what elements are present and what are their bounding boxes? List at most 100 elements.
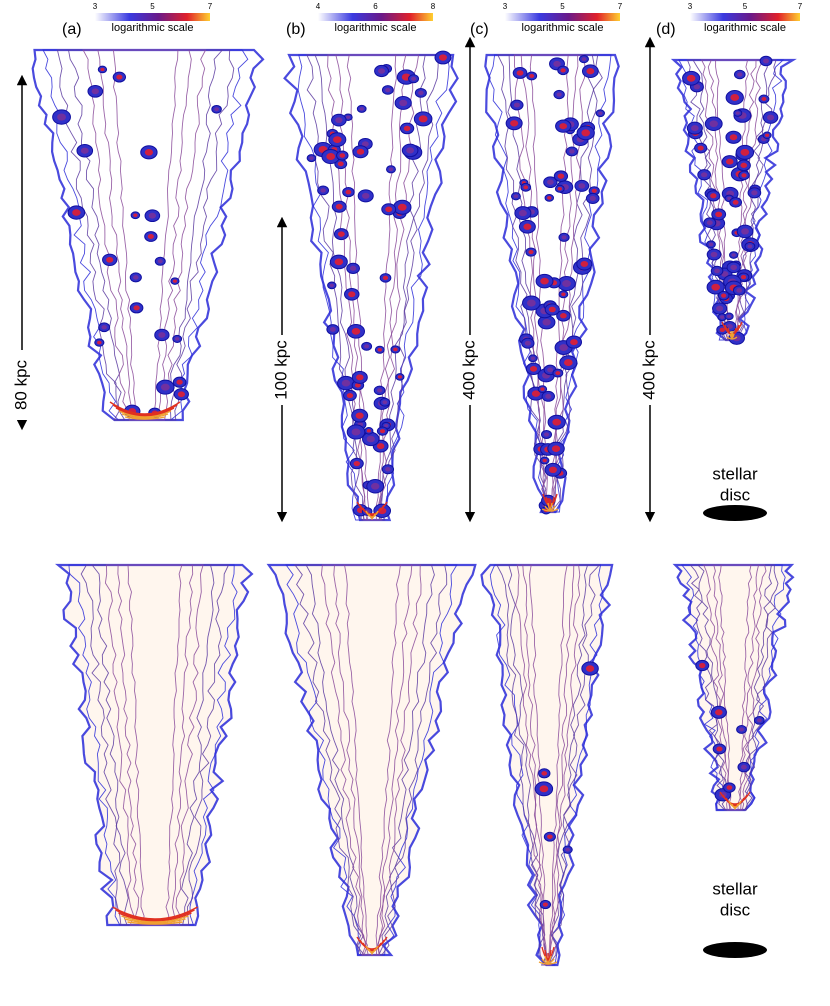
clump-core	[553, 60, 561, 67]
clump-core	[333, 136, 342, 144]
clump-core	[581, 57, 587, 61]
clump-core	[345, 189, 352, 195]
clump-core	[523, 185, 529, 190]
colorbar-label: logarithmic scale	[335, 22, 417, 34]
clump-core	[542, 902, 548, 907]
clump-core	[719, 327, 726, 333]
clump-core	[418, 115, 428, 123]
clump-core	[133, 305, 140, 311]
disc-label: stellar	[712, 879, 758, 898]
scale-label-bg	[460, 335, 480, 405]
base-contour	[112, 906, 198, 920]
clump-core	[540, 387, 545, 391]
scale-label: 80 kpc	[11, 359, 30, 410]
clump-core	[335, 203, 343, 210]
base-contour	[121, 413, 169, 419]
colorbar	[505, 13, 620, 21]
clump-core	[711, 283, 721, 291]
disc-label: disc	[720, 485, 751, 504]
contour	[305, 564, 435, 956]
clump-core	[736, 288, 743, 293]
contour	[689, 564, 779, 811]
contour	[718, 564, 752, 811]
clump-core	[523, 223, 532, 230]
clump-core	[385, 467, 391, 472]
clump-core	[741, 228, 749, 235]
clump-core	[176, 379, 183, 385]
disc-label: stellar	[712, 464, 758, 483]
clump-core	[516, 70, 524, 76]
base-contour	[362, 507, 382, 517]
clump-core	[732, 200, 739, 205]
panel-label: (b)	[286, 21, 306, 38]
contour	[672, 563, 795, 812]
colorbar	[690, 13, 800, 21]
contour	[713, 564, 760, 811]
clump-core	[361, 141, 369, 147]
clump-core	[580, 261, 589, 268]
clump-core	[560, 313, 567, 319]
clump-core	[727, 196, 732, 201]
clump-core	[591, 188, 597, 193]
clump-core	[747, 244, 753, 249]
clump-core	[720, 315, 725, 319]
clump-core	[531, 390, 541, 397]
base-contour	[121, 915, 189, 923]
colorbar-label: logarithmic scale	[522, 22, 604, 34]
clump-core	[541, 771, 548, 776]
clump-core	[376, 443, 385, 450]
contour	[333, 564, 413, 956]
clump-core	[740, 275, 747, 280]
base-contour	[541, 958, 555, 964]
colorbar-tick: 6	[373, 2, 378, 11]
clump-core	[214, 107, 219, 112]
clump-core	[729, 134, 738, 141]
clump-core	[397, 203, 407, 211]
clump-core	[513, 102, 521, 108]
colorbar	[318, 13, 433, 21]
clump-core	[578, 183, 586, 189]
contour	[283, 53, 459, 522]
clump-core	[339, 153, 346, 158]
contour	[484, 53, 620, 514]
contour	[320, 564, 422, 956]
clump-core	[349, 265, 357, 271]
contour	[529, 564, 568, 966]
clump-core	[765, 133, 770, 137]
clump-core	[540, 277, 549, 285]
panel-label: (a)	[62, 21, 82, 38]
clump-core	[716, 305, 724, 312]
clump-core	[691, 125, 699, 132]
contour	[297, 54, 450, 521]
colorbar-tick: 5	[150, 2, 155, 11]
clump-core	[740, 162, 748, 168]
colorbar-tick: 7	[798, 2, 803, 11]
clump-core	[570, 339, 578, 346]
clump-core	[561, 292, 566, 297]
clump-core	[739, 727, 744, 732]
scale-label: 400 kpc	[639, 340, 658, 400]
base-contour	[547, 502, 553, 510]
clump-core	[144, 149, 154, 156]
base-contour	[544, 955, 552, 963]
clump-core	[337, 231, 345, 237]
colorbar-tick: 4	[316, 2, 321, 11]
base-contour	[109, 401, 181, 415]
clump-core	[589, 195, 596, 201]
clump-core	[686, 74, 696, 82]
contour	[306, 54, 439, 521]
clump-core	[547, 834, 553, 839]
clump-core	[548, 466, 557, 474]
clump-core	[403, 125, 411, 132]
clump-core	[382, 275, 389, 281]
contour	[696, 564, 773, 811]
clump-core	[544, 432, 550, 437]
clump-core	[725, 158, 734, 165]
clump-core	[529, 74, 535, 78]
clump-core	[557, 187, 562, 191]
clump-core	[559, 123, 568, 130]
clump-core	[133, 213, 138, 217]
base-contour	[725, 797, 745, 807]
clump-core	[334, 258, 344, 266]
clump-core	[562, 280, 571, 288]
